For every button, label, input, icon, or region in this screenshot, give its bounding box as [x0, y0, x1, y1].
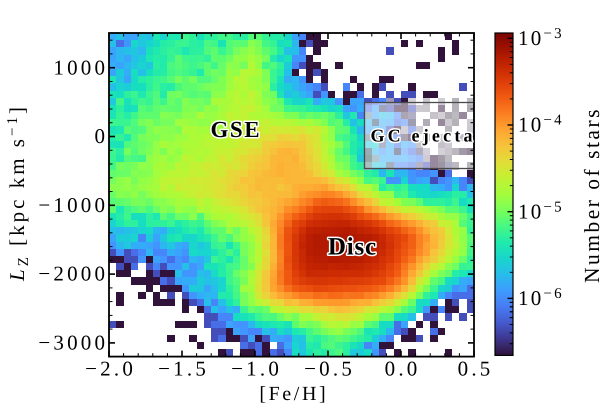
- svg-text:10−3: 10−3: [518, 26, 564, 50]
- svg-text:0.0: 0.0: [385, 357, 421, 381]
- svg-text:0.5: 0.5: [458, 357, 494, 381]
- svg-text:GSE: GSE: [211, 117, 262, 142]
- svg-text:−1.0: −1.0: [231, 357, 282, 381]
- svg-text:−3000: −3000: [38, 331, 108, 355]
- svg-text:Number of stars: Number of stars: [580, 107, 604, 283]
- svg-text:−1000: −1000: [38, 193, 108, 217]
- svg-text:0: 0: [95, 124, 106, 148]
- svg-text:Disc: Disc: [328, 234, 377, 261]
- svg-text:−2.0: −2.0: [85, 357, 136, 381]
- svg-text:GC ejecta: GC ejecta: [370, 126, 475, 146]
- svg-text:−1.5: −1.5: [158, 357, 209, 381]
- svg-text:[Fe/H]: [Fe/H]: [259, 383, 328, 405]
- svg-text:−0.5: −0.5: [304, 357, 355, 381]
- svg-text:LZ [kpc km s−1]: LZ [kpc km s−1]: [5, 104, 32, 282]
- svg-text:−2000: −2000: [38, 262, 108, 286]
- svg-text:1000: 1000: [53, 55, 108, 79]
